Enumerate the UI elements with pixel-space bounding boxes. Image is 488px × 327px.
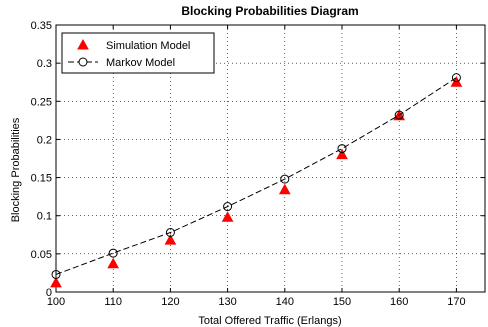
- simulation-model-point: [336, 148, 348, 160]
- y-axis-label: Blocking Probabilities: [10, 117, 22, 222]
- markov-model-point: [51, 269, 61, 279]
- y-tick-label: 0: [46, 287, 52, 299]
- y-tick-label: 0.2: [37, 134, 52, 146]
- x-tick-label: 170: [447, 296, 465, 308]
- simulation-model-point: [107, 257, 120, 269]
- x-axis-label: Total Offered Traffic (Erlangs): [198, 315, 341, 327]
- legend-circle-icon: [78, 57, 88, 67]
- x-tick-label: 120: [161, 296, 179, 308]
- markov-model-point: [451, 73, 461, 83]
- y-tick-label: 0.25: [31, 96, 52, 108]
- x-tick-label: 110: [104, 296, 122, 308]
- legend-triangle-icon: [77, 38, 89, 50]
- simulation-model-point: [278, 183, 291, 195]
- plot-area: 100 110 120 130 140 150 160 170 0 0.05 0.1 0.15 0.2 0…: [31, 20, 486, 308]
- markov-model-point: [108, 248, 118, 258]
- plot-frame: [55, 24, 486, 293]
- markov-model-point: [337, 144, 347, 154]
- simulation-model-point: [221, 211, 234, 222]
- legend-box: [61, 32, 215, 74]
- x-tick-label: 140: [276, 296, 294, 308]
- y-tick-label: 0.05: [31, 249, 52, 261]
- y-tick-label: 0.35: [31, 20, 52, 32]
- markov-model-point: [280, 174, 290, 184]
- x-tick-label: 150: [333, 296, 351, 308]
- legend-label: Markov Model: [106, 57, 175, 69]
- x-tick-label: 100: [47, 296, 65, 308]
- x-tick-label: 130: [218, 296, 236, 308]
- chart-title: Blocking Probabilities Diagram: [181, 4, 358, 18]
- y-tick-label: 0.1: [37, 211, 52, 223]
- markov-model-point: [394, 110, 404, 120]
- y-tick-label: 0.15: [31, 173, 52, 185]
- simulation-model-point: [50, 276, 62, 288]
- simulation-model-point: [164, 234, 177, 245]
- legend-label: Simulation Model: [106, 40, 190, 52]
- markov-model-point: [165, 227, 175, 237]
- y-tick-label: 0.3: [37, 58, 52, 70]
- x-tick-label: 160: [390, 296, 408, 308]
- markov-model-point: [223, 202, 233, 212]
- markov-model-line: [55, 77, 457, 275]
